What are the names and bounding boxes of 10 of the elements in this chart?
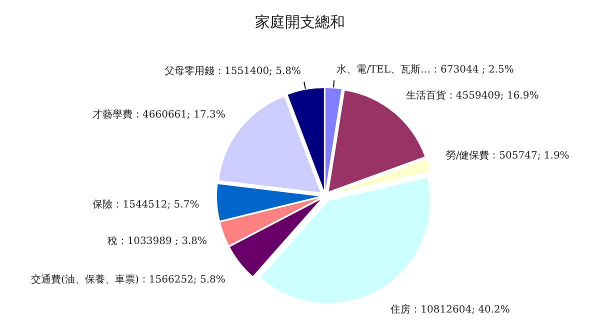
slice-label: 交通費(油、保養、車票)：1566252; 5.8% <box>31 273 226 286</box>
slice-label: 父母零用錢：1551400; 5.8% <box>164 64 302 77</box>
slice-label: 生活百貨：4559409; 16.9% <box>406 89 539 102</box>
slice-label: 稅：1033989 ; 3.8% <box>107 236 207 247</box>
chart-title: 家庭開支總和 <box>255 13 345 31</box>
slice-label: 住房：10812604; 40.2% <box>390 303 510 316</box>
slice-label: 才藝學費：4660661; 17.3% <box>92 108 226 121</box>
slice-label: 水、電/TEL、瓦斯…：673044 ; 2.5% <box>336 63 514 76</box>
slice-label: 勞/健保費：505747; 1.9% <box>446 150 570 162</box>
slice-label: 保險：1544512; 5.7% <box>92 198 200 210</box>
